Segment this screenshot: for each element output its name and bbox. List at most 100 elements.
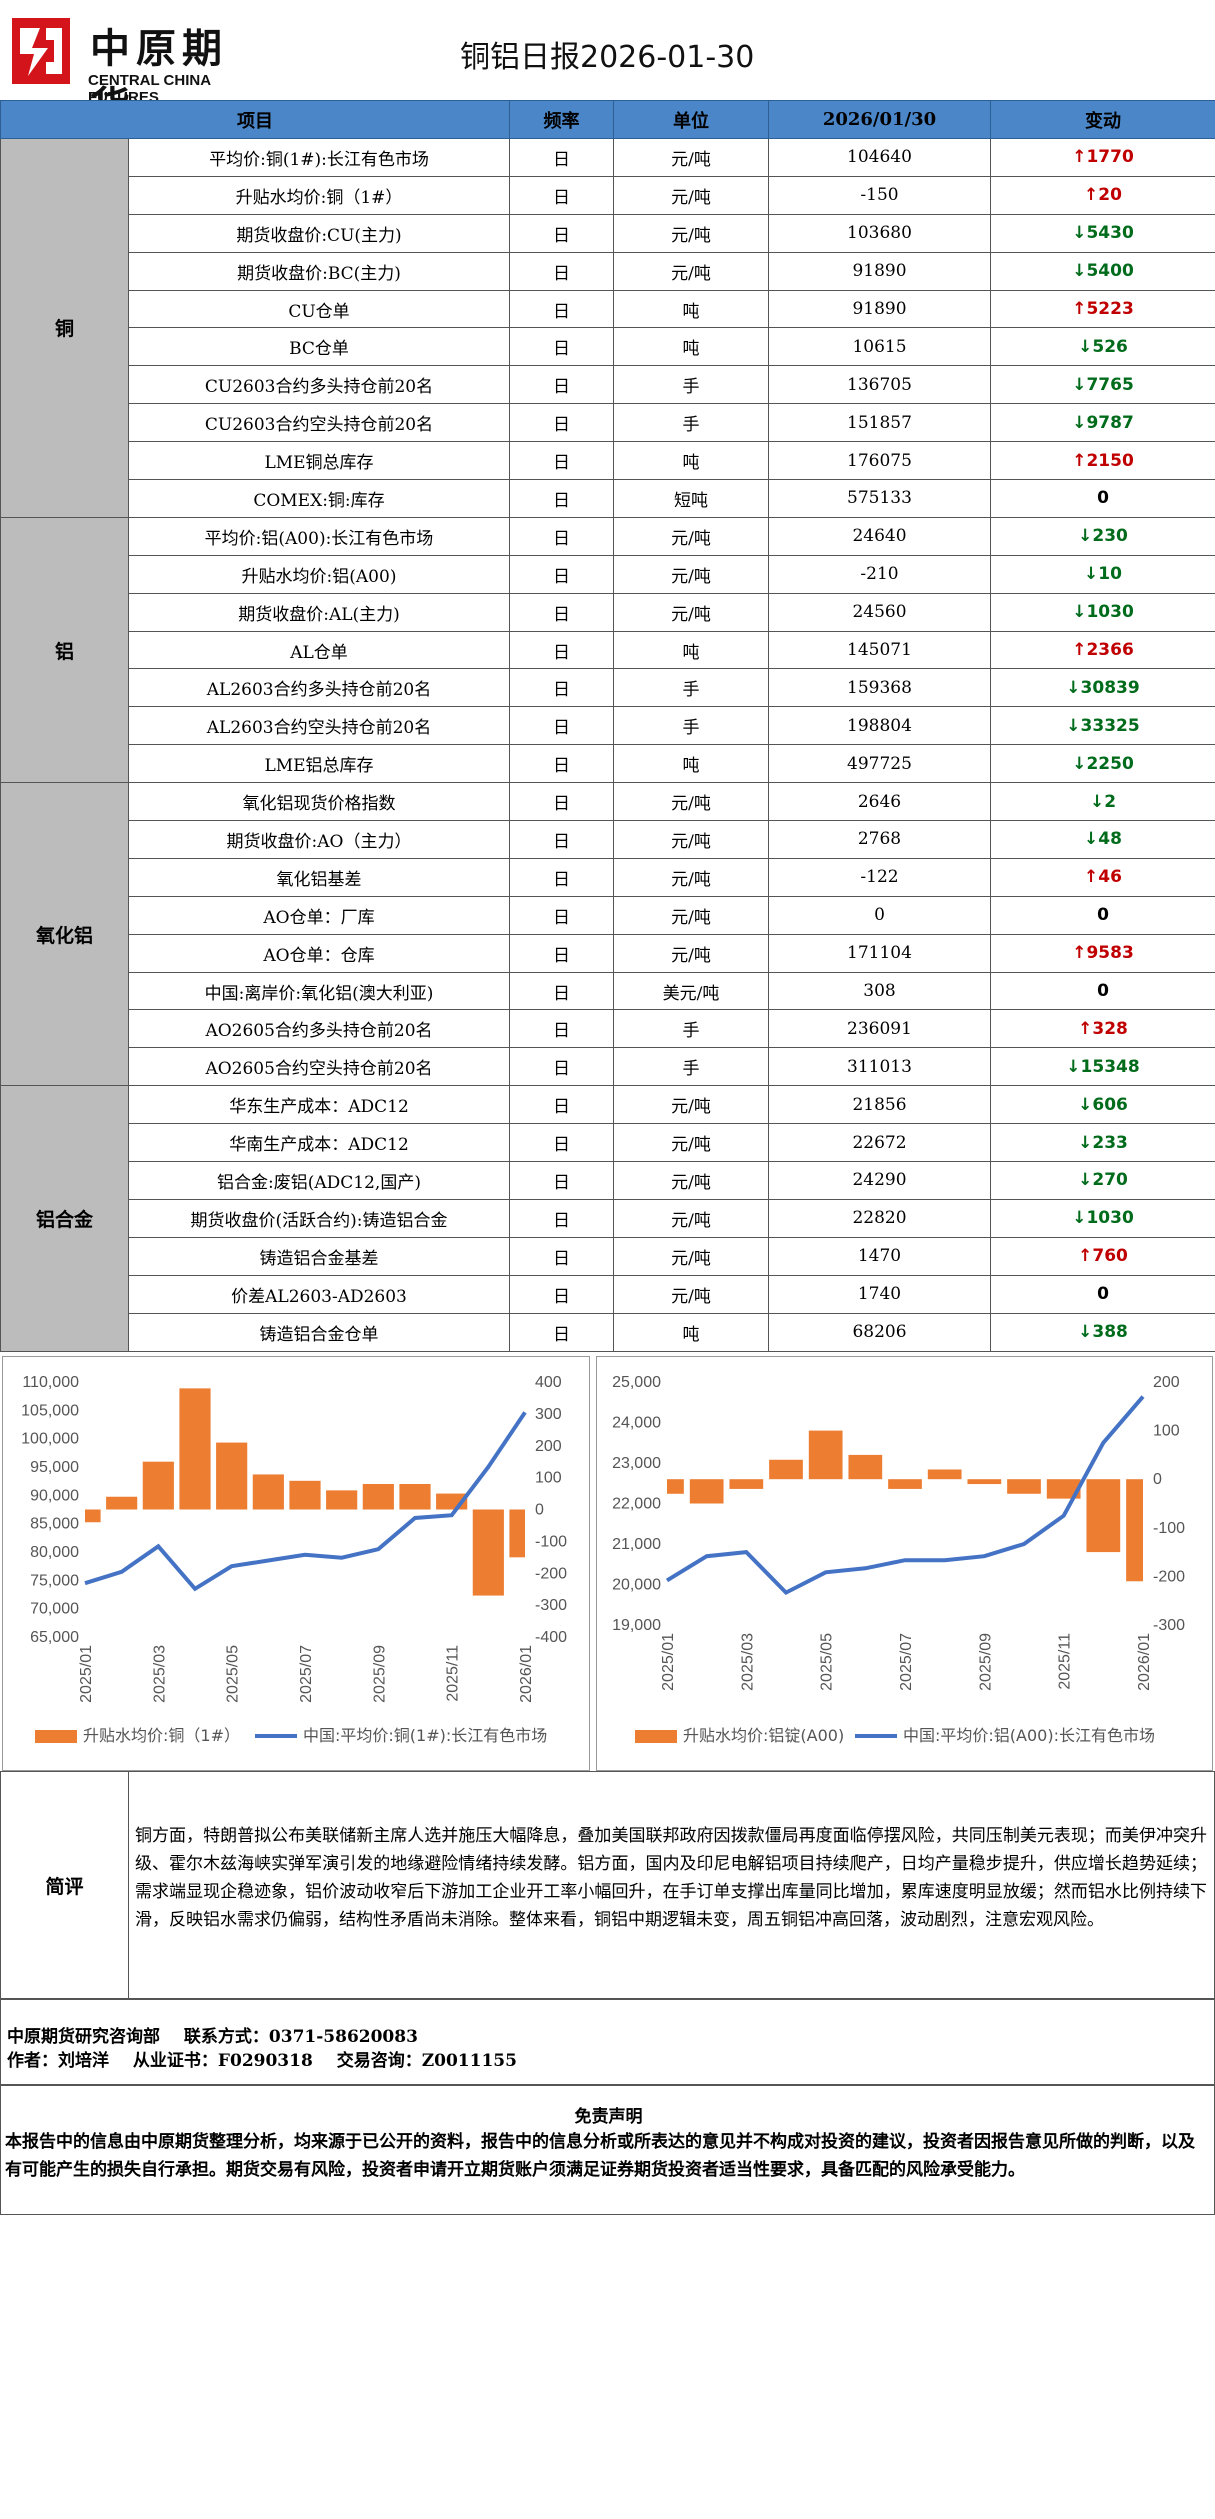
table-row: 期货收盘价(活跃合约):铸造铝合金日元/吨 22820 ↓1030 xyxy=(1,1198,1215,1238)
change-value: 5430 xyxy=(1086,223,1134,244)
change-value: 0 xyxy=(1097,905,1109,926)
table-row: AO2605合约多头持仓前20名日手 236091 ↑328 xyxy=(1,1009,1215,1049)
y-right-tick-label: 0 xyxy=(535,1502,544,1519)
premium-bar xyxy=(1007,1479,1041,1494)
value-cell: 22672 xyxy=(768,1123,991,1163)
unit-cell: 吨 xyxy=(613,289,769,329)
change-cell: ↓5400 xyxy=(990,251,1215,291)
arrow-down-icon: ↓ xyxy=(1078,1132,1093,1153)
company-logo: 中原期货 CENTRAL CHINA FUTURES xyxy=(12,14,272,130)
item-name: 中国:离岸价:氧化铝(澳大利亚) xyxy=(128,971,510,1011)
frequency-cell: 日 xyxy=(509,1047,614,1087)
item-name: 升贴水均价:铜（1#） xyxy=(128,175,510,215)
frequency-cell: 日 xyxy=(509,479,614,518)
page-title: 铜铝日报2026-01-30 xyxy=(460,40,755,75)
group-label: 铜 xyxy=(0,138,129,518)
change-value: 606 xyxy=(1092,1094,1128,1115)
table-row: 升贴水均价:铜（1#）日元/吨 -150 ↑20 xyxy=(1,175,1215,215)
change-value: 230 xyxy=(1092,526,1128,547)
frequency-cell: 日 xyxy=(509,895,614,935)
y-right-tick-label: 400 xyxy=(535,1374,562,1391)
frequency-cell: 日 xyxy=(509,138,614,177)
change-value: 0 xyxy=(1097,488,1109,509)
legend-bar-swatch xyxy=(35,1730,77,1743)
aluminum-chart-svg: 25,000 24,000 23,000 22,000 21,000 20,000 19,0… xyxy=(612,1374,1185,1745)
arrow-down-icon: ↓ xyxy=(1084,829,1099,850)
premium-bar xyxy=(509,1509,525,1558)
value-cell: 1470 xyxy=(768,1236,991,1276)
table-row: AO仓单：厂库日元/吨 0 0 xyxy=(1,895,1215,935)
premium-bar xyxy=(888,1479,922,1489)
frequency-cell: 日 xyxy=(509,820,614,859)
unit-cell: 元/吨 xyxy=(613,1198,769,1238)
x-tick-label: 2025/07 xyxy=(298,1645,315,1703)
item-name: CU2603合约多头持仓前20名 xyxy=(128,365,510,405)
change-cell: ↑1770 xyxy=(990,138,1215,177)
premium-bar xyxy=(848,1454,883,1480)
premium-bar xyxy=(142,1461,174,1510)
premium-bar xyxy=(252,1474,284,1510)
change-value: 1030 xyxy=(1086,602,1134,623)
frequency-cell: 日 xyxy=(509,1123,614,1163)
item-name: 平均价:铝(A00):长江有色市场 xyxy=(128,516,510,556)
legend-bar-swatch xyxy=(635,1730,677,1743)
change-value: 9787 xyxy=(1086,412,1134,433)
frequency-cell: 日 xyxy=(509,668,614,708)
arrow-down-icon: ↓ xyxy=(1078,526,1093,547)
frequency-cell: 日 xyxy=(509,971,614,1011)
item-name: 氧化铝基差 xyxy=(128,857,510,897)
premium-bar xyxy=(399,1484,431,1510)
item-name: AO2605合约多头持仓前20名 xyxy=(128,1009,510,1049)
x-tick-label: 2026/01 xyxy=(1136,1633,1153,1691)
table-body: 铜平均价:铜(1#):长江有色市场日元/吨 104640 ↑1770 升贴水均价:铜（… xyxy=(0,138,1215,1352)
change-value: 5400 xyxy=(1086,261,1134,282)
change-cell: ↓1030 xyxy=(990,1198,1215,1238)
premium-bar xyxy=(1086,1479,1121,1553)
y-left-tick-label: 20,000 xyxy=(612,1577,661,1594)
item-name: LME铝总库存 xyxy=(128,744,510,784)
item-name: 升贴水均价:铝(A00) xyxy=(128,554,510,594)
value-cell: 575133 xyxy=(768,479,991,518)
report-header: 中原期货 CENTRAL CHINA FUTURES 铜铝日报2026-01-3… xyxy=(0,0,1215,130)
change-cell: ↑20 xyxy=(990,175,1215,215)
item-name: 华东生产成本：ADC12 xyxy=(128,1085,510,1125)
item-name: 华南生产成本：ADC12 xyxy=(128,1123,510,1163)
change-cell: ↓606 xyxy=(990,1085,1215,1125)
x-tick-label: 2025/05 xyxy=(819,1633,836,1691)
change-cell: 0 xyxy=(990,971,1215,1011)
change-cell: ↑2150 xyxy=(990,441,1215,481)
unit-cell: 手 xyxy=(613,365,769,405)
item-name: 铸造铝合金仓单 xyxy=(128,1312,510,1352)
legend-bar-label: 升贴水均价:铜（1#） xyxy=(83,1726,240,1745)
y-right-tick-label: 200 xyxy=(1153,1374,1180,1391)
change-cell: ↑9583 xyxy=(990,933,1215,973)
change-cell: ↑760 xyxy=(990,1236,1215,1276)
value-cell: 1740 xyxy=(768,1274,991,1314)
author-name: 作者：刘培洋 xyxy=(7,2051,109,2071)
frequency-cell: 日 xyxy=(509,175,614,215)
arrow-up-icon: ↑ xyxy=(1072,943,1087,964)
unit-cell: 元/吨 xyxy=(613,933,769,973)
header-unit: 单位 xyxy=(613,100,769,139)
group-label: 氧化铝 xyxy=(0,782,129,1087)
frequency-cell: 日 xyxy=(509,516,614,556)
author-license: 从业证书：F0290318 xyxy=(132,2051,313,2071)
arrow-up-icon: ↑ xyxy=(1084,185,1099,206)
y-left-tick-label: 21,000 xyxy=(612,1536,661,1553)
change-cell: ↓233 xyxy=(990,1123,1215,1163)
unit-cell: 元/吨 xyxy=(613,251,769,291)
change-cell: ↑5223 xyxy=(990,289,1215,329)
value-cell: 0 xyxy=(768,895,991,935)
item-name: 期货收盘价:AO（主力） xyxy=(128,820,510,859)
arrow-down-icon: ↓ xyxy=(1072,374,1087,395)
premium-bar xyxy=(729,1479,764,1489)
table-row: 铸造铝合金基差日元/吨 1470 ↑760 xyxy=(1,1236,1215,1276)
frequency-cell: 日 xyxy=(509,744,614,784)
change-value: 2 xyxy=(1104,791,1117,812)
premium-bar xyxy=(216,1442,248,1510)
arrow-down-icon: ↓ xyxy=(1066,715,1081,736)
unit-cell: 元/吨 xyxy=(613,592,769,632)
y-left-tick-label: 22,000 xyxy=(612,1496,661,1513)
y-left-tick-label: 85,000 xyxy=(30,1516,79,1533)
frequency-cell: 日 xyxy=(509,1274,614,1314)
